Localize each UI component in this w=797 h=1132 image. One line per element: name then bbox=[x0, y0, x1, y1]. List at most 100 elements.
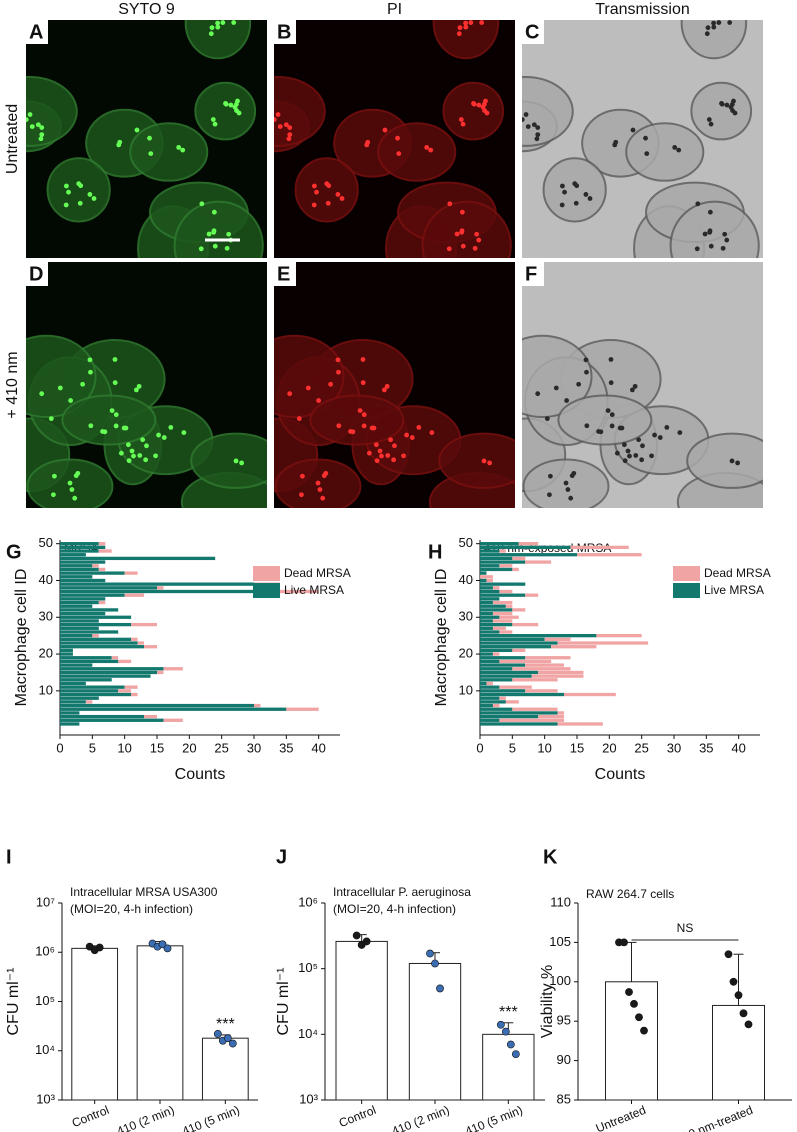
bar-segment bbox=[492, 652, 500, 656]
bacterium bbox=[228, 102, 234, 108]
bacterium bbox=[649, 453, 654, 459]
bacterium bbox=[224, 245, 230, 251]
bacterium bbox=[113, 423, 119, 429]
bacterium bbox=[632, 383, 638, 389]
bar-segment bbox=[480, 630, 500, 634]
bacterium bbox=[476, 102, 482, 108]
cell bbox=[294, 157, 359, 223]
x-tick-label: 35 bbox=[279, 740, 293, 755]
bar bbox=[201, 1037, 249, 1101]
bacterium bbox=[226, 231, 232, 237]
chart-subtitle: (MOI=20, 4-h infection) bbox=[70, 902, 193, 916]
bacterium bbox=[210, 117, 216, 122]
bacterium bbox=[88, 369, 93, 375]
cell bbox=[522, 458, 610, 508]
chart-title: Intracellular P. aeruginosa bbox=[333, 885, 471, 899]
bar-segment bbox=[60, 700, 86, 704]
bacterium bbox=[287, 132, 293, 138]
bacterium bbox=[730, 108, 735, 113]
bacterium bbox=[299, 492, 304, 498]
bacterium bbox=[87, 357, 93, 363]
bar-segment bbox=[512, 648, 526, 653]
bar-segment bbox=[596, 634, 642, 638]
bacterium bbox=[396, 151, 402, 157]
bacterium bbox=[479, 20, 485, 25]
bacterium bbox=[325, 200, 331, 206]
bacterium bbox=[208, 31, 214, 37]
bar-segment bbox=[480, 681, 487, 686]
bacterium bbox=[384, 383, 390, 389]
bar-segment bbox=[60, 645, 145, 649]
bacterium bbox=[38, 136, 44, 142]
bacterium bbox=[584, 423, 590, 429]
cell bbox=[190, 432, 267, 489]
bacterium bbox=[87, 192, 93, 197]
cell bbox=[557, 394, 653, 446]
data-point bbox=[223, 1034, 232, 1043]
panel-letter-box bbox=[26, 20, 48, 44]
y-tick-label: 10⁶ bbox=[35, 944, 55, 959]
x-tick-label: 40 bbox=[731, 740, 745, 755]
bacterium bbox=[80, 381, 86, 387]
bar-segment bbox=[480, 714, 539, 719]
bar-segment bbox=[156, 586, 164, 590]
bacterium bbox=[463, 24, 469, 30]
bacterium bbox=[371, 425, 377, 431]
x-tick-label: Control bbox=[337, 1103, 378, 1130]
bacterium bbox=[559, 202, 565, 208]
bar-segment bbox=[60, 542, 99, 546]
data-point bbox=[734, 991, 743, 1000]
y-tick-label: 50 bbox=[39, 535, 53, 550]
cell bbox=[274, 458, 362, 508]
chart-title: RAW 264.7 cells bbox=[586, 887, 674, 901]
bacterium bbox=[481, 101, 487, 107]
bacterium bbox=[708, 243, 714, 249]
bacterium bbox=[131, 453, 136, 459]
data-point bbox=[431, 959, 439, 968]
bar-segment bbox=[60, 696, 99, 700]
bacterium bbox=[587, 196, 593, 201]
y-tick-label: 10⁴ bbox=[298, 1026, 318, 1041]
bacterium bbox=[323, 470, 329, 476]
bar-segment bbox=[538, 670, 584, 675]
bar-segment bbox=[60, 692, 132, 697]
bacterium bbox=[711, 20, 717, 26]
bacterium bbox=[239, 460, 245, 466]
bar-segment bbox=[137, 641, 145, 645]
bar-segment bbox=[480, 615, 500, 619]
bacterium bbox=[487, 460, 493, 466]
cell bbox=[625, 122, 705, 182]
bar-segment bbox=[480, 670, 539, 675]
bacterium bbox=[576, 381, 582, 387]
bacterium bbox=[622, 458, 628, 464]
bar-segment bbox=[60, 689, 119, 693]
legend-swatch bbox=[673, 566, 700, 581]
cell bbox=[680, 20, 748, 60]
bar-segment bbox=[480, 622, 513, 627]
panel-letter: D bbox=[29, 263, 43, 285]
bacterium bbox=[735, 460, 741, 466]
bar-segment bbox=[557, 711, 565, 715]
legend-label: Dead MRSA bbox=[284, 566, 351, 580]
bacterium bbox=[140, 437, 146, 443]
panel-letter: B bbox=[277, 21, 291, 43]
bacterium bbox=[21, 132, 26, 137]
bacterium bbox=[211, 209, 217, 215]
chart-subtitle: (MOI=20, 4-h infection) bbox=[333, 902, 456, 916]
bacterium bbox=[118, 450, 124, 456]
bacterium bbox=[573, 200, 579, 206]
bar-segment bbox=[499, 615, 519, 619]
bar-segment bbox=[492, 619, 513, 623]
bacterium bbox=[416, 425, 422, 430]
bar-segment bbox=[525, 560, 552, 564]
bacterium bbox=[275, 112, 281, 117]
bar-segment bbox=[499, 659, 552, 664]
bacterium bbox=[609, 412, 615, 418]
bar-segment bbox=[60, 714, 145, 719]
bacterium bbox=[710, 13, 715, 18]
bacterium bbox=[100, 429, 105, 434]
micrograph bbox=[274, 20, 515, 258]
cell bbox=[26, 458, 114, 508]
bacterium bbox=[605, 408, 611, 414]
x-tick-label: 5 bbox=[89, 740, 96, 755]
